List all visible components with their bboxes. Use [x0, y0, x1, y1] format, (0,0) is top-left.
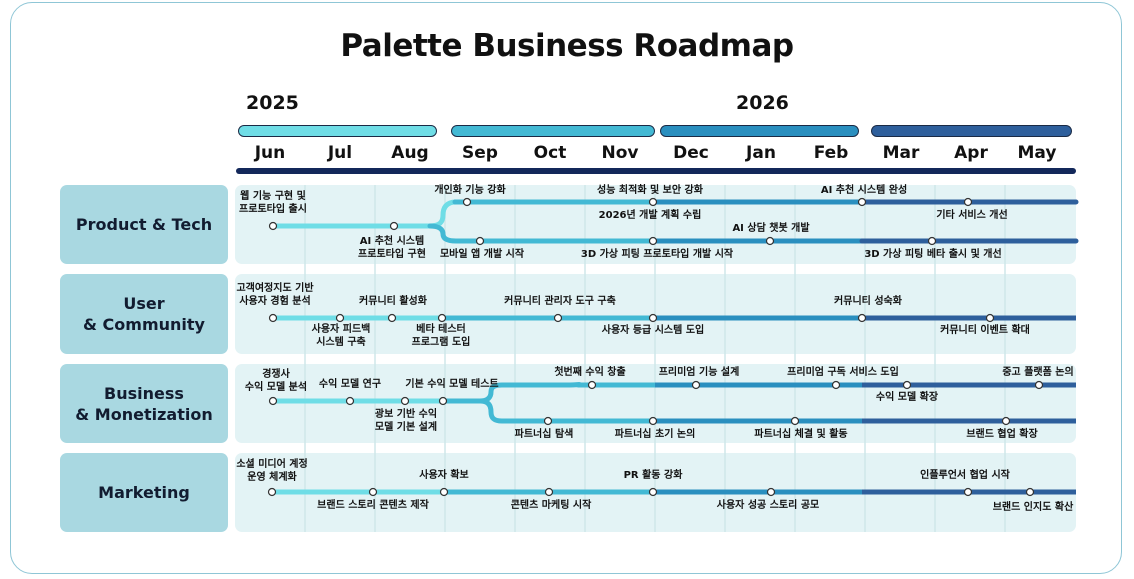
- milestone-label: 콘텐츠 마케팅 시작: [510, 500, 592, 511]
- milestone-label: 브랜드 스토리 콘텐츠 제작: [317, 500, 429, 511]
- month-oct: Oct: [533, 143, 567, 163]
- milestone-label: 파트너십 탐색: [514, 429, 574, 440]
- phase-bar-2: [451, 125, 655, 137]
- milestone-label: 파트너십 초기 논의: [614, 429, 696, 440]
- milestone-label: 수익 모델 확장: [875, 392, 939, 403]
- milestone-label: 성능 최적화 및 보안 강화: [597, 185, 703, 196]
- milestone-label: AI 상담 챗봇 개발: [732, 223, 810, 234]
- milestone-label: 고객여정지도 기반 사용자 경험 분석: [236, 283, 314, 307]
- year-label-2026: 2026: [736, 92, 789, 114]
- milestone-label: 웹 기능 구현 및 프로토타입 출시: [239, 191, 307, 215]
- roadmap-frame: [10, 2, 1122, 574]
- milestone-label: 기타 서비스 개선: [936, 210, 1008, 221]
- milestone-label: 중고 플랫폼 논의: [1002, 367, 1074, 378]
- milestone-label: 수익 모델 연구: [318, 379, 382, 390]
- milestone-label: 커뮤니티 활성화: [359, 296, 427, 307]
- month-aug: Aug: [391, 143, 429, 163]
- month-jun: Jun: [254, 143, 286, 163]
- timeline-axis: [236, 168, 1076, 174]
- milestone-label: 광보 기반 수익 모델 기본 설계: [374, 409, 438, 433]
- phase-bar-1: [238, 125, 437, 137]
- row-label-marketing: Marketing: [60, 453, 228, 532]
- milestone-label: 모바일 앱 개발 시작: [439, 249, 525, 260]
- milestone-label: 기본 수익 모델 테스트: [405, 379, 499, 390]
- row-label-product-tech: Product & Tech: [60, 185, 228, 264]
- milestone-label: 인플루언서 협업 시작: [920, 470, 1010, 481]
- milestone-label: 사용자 피드백 시스템 구축: [311, 324, 371, 348]
- year-label-2025: 2025: [246, 92, 299, 114]
- milestone-label: 프리미엄 구독 서비스 도입: [787, 367, 899, 378]
- milestone-label: AI 추천 시스템 프로토타입 구현: [358, 236, 426, 260]
- milestone-label: 2026년 개발 계획 수립: [598, 210, 702, 221]
- milestone-label: 베타 테스터 프로그램 도입: [411, 324, 471, 348]
- month-apr: Apr: [954, 143, 988, 163]
- month-mar: Mar: [882, 143, 920, 163]
- milestone-label: 사용자 확보: [419, 470, 469, 481]
- milestone-label: 커뮤니티 이벤트 확대: [940, 325, 1030, 336]
- milestone-label: AI 추천 시스템 완성: [820, 185, 908, 196]
- month-jan: Jan: [746, 143, 776, 163]
- month-sep: Sep: [462, 143, 498, 163]
- milestone-label: 프리미엄 기능 설계: [658, 367, 740, 378]
- row-label-business-monetization: Business & Monetization: [60, 364, 228, 443]
- milestone-markers: [267, 197, 1044, 497]
- milestone-label: PR 활동 강화: [623, 470, 683, 481]
- month-jul: Jul: [327, 143, 353, 163]
- milestone-label: 사용자 등급 시스템 도입: [601, 325, 705, 336]
- milestone-label: 경쟁사 수익 모델 분석: [244, 369, 308, 393]
- milestone-label: 첫번째 수익 창출: [554, 367, 626, 378]
- month-feb: Feb: [813, 143, 849, 163]
- phase-bar-3: [660, 125, 859, 137]
- milestone-label: 브랜드 인지도 확산: [992, 502, 1074, 513]
- page-title: Palette Business Roadmap: [340, 28, 794, 64]
- milestone-label: 3D 가상 피팅 베타 출시 및 개선: [864, 249, 1002, 260]
- milestone-label: 파트너십 체결 및 활동: [754, 429, 848, 440]
- milestone-label: 3D 가상 피팅 프로토타입 개발 시작: [580, 249, 734, 260]
- row-label-user-community: User & Community: [60, 274, 228, 354]
- milestone-label: 브랜드 협업 확장: [966, 429, 1038, 440]
- milestone-label: 소셜 미디어 계정 운영 체계화: [236, 459, 308, 483]
- milestone-label: 개인화 기능 강화: [434, 185, 506, 196]
- month-may: May: [1017, 143, 1057, 163]
- month-nov: Nov: [601, 143, 639, 163]
- month-dec: Dec: [673, 143, 709, 163]
- milestone-label: 커뮤니티 관리자 도구 구축: [504, 296, 616, 307]
- phase-bar-4: [871, 125, 1072, 137]
- milestone-label: 커뮤니티 성숙화: [834, 296, 902, 307]
- milestone-label: 사용자 성공 스토리 공모: [716, 500, 820, 511]
